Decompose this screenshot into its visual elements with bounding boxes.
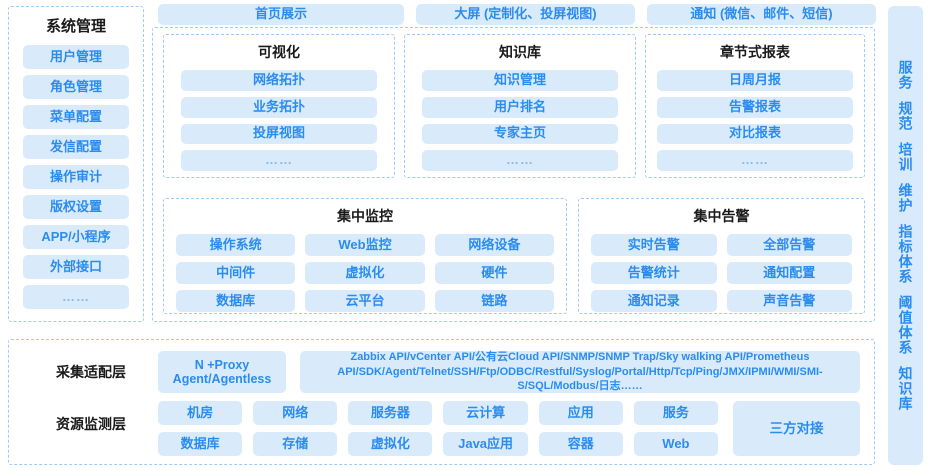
group-knowledge-base-title: 知识库 [499,44,541,60]
resource-item-web[interactable]: Web [633,432,718,456]
resource-item-cloud-computing[interactable]: 云计算 [443,401,528,425]
monitoring-item-hardware[interactable]: 硬件 [434,262,554,284]
monitoring-item-virtualization[interactable]: 虚拟化 [305,262,425,284]
resource-item-server[interactable]: 服务器 [348,401,433,425]
group-reports: 章节式报表 日周月报 告警报表 对比报表 …… [645,34,865,178]
group-central-alarm: 集中告警 实时告警 全部告警 告警统计 通知配置 通知记录 声音告警 [578,198,865,314]
resource-item-storage[interactable]: 存储 [253,432,338,456]
collection-proxy-agent-chip[interactable]: N +Proxy Agent/Agentless [158,351,286,393]
resource-item-network[interactable]: 网络 [253,401,338,425]
tab-notification[interactable]: 通知 (微信、邮件、短信) [647,4,876,25]
knowledge-item-expert-homepage[interactable]: 专家主页 [422,123,618,145]
top-tabs-row: 首页展示 大屏 (定制化、投屏视图) 通知 (微信、邮件、短信) [158,4,881,25]
group-central-alarm-title: 集中告警 [693,208,750,224]
monitoring-item-database[interactable]: 数据库 [176,290,296,312]
resource-item-service[interactable]: 服务 [633,401,718,425]
sidebar-item-user-management[interactable]: 用户管理 [23,45,129,69]
third-party-integration-chip[interactable]: 三方对接 [733,401,860,456]
alarm-item-notification-config[interactable]: 通知配置 [726,262,852,284]
group-reports-title: 章节式报表 [720,44,790,60]
monitoring-item-web-monitoring[interactable]: Web监控 [305,234,425,256]
tab-home-display[interactable]: 首页展示 [158,4,404,25]
sidebar-item-menu-config[interactable]: 菜单配置 [23,105,129,129]
alarm-item-notification-records[interactable]: 通知记录 [591,290,717,312]
right-bar-item-knowledge-base[interactable]: 知识库 [897,366,914,411]
sidebar-item-operation-audit[interactable]: 操作审计 [23,165,129,189]
sidebar-item-external-interface[interactable]: 外部接口 [23,255,129,279]
right-bar-item-metric-system[interactable]: 指标体系 [897,224,914,284]
reports-item-alarm-report[interactable]: 告警报表 [657,96,853,118]
alarm-item-sound-alarm[interactable]: 声音告警 [726,290,852,312]
knowledge-item-user-ranking[interactable]: 用户排名 [422,96,618,118]
sidebar-item-mail-config[interactable]: 发信配置 [23,135,129,159]
visualization-item-business-topology[interactable]: 业务拓扑 [181,96,377,118]
resource-item-data-center[interactable]: 机房 [158,401,243,425]
reports-item-daily-weekly-monthly[interactable]: 日周月报 [657,70,853,91]
group-visualization-title: 可视化 [258,44,300,60]
monitoring-item-middleware[interactable]: 中间件 [176,262,296,284]
right-vertical-bar: 服务 规范 培训 维护 指标体系 阈值体系 知识库 [888,6,923,465]
sidebar-item-more[interactable]: …… [23,285,129,309]
right-bar-item-maintenance[interactable]: 维护 [897,183,914,213]
resource-item-virtualization[interactable]: 虚拟化 [348,432,433,456]
group-visualization: 可视化 网络拓扑 业务拓扑 投屏视图 …… [163,34,395,178]
monitoring-item-link[interactable]: 链路 [434,290,554,312]
alarm-item-all-alarms[interactable]: 全部告警 [726,234,852,256]
resource-monitoring-grid: 机房 网络 服务器 云计算 应用 服务 数据库 存储 虚拟化 Java应用 容器… [158,401,718,459]
system-management-title: 系统管理 [45,18,106,35]
reports-item-more[interactable]: …… [657,150,853,171]
tab-large-screen[interactable]: 大屏 (定制化、投屏视图) [416,4,635,25]
resource-item-database[interactable]: 数据库 [158,432,243,456]
alarm-item-alarm-statistics[interactable]: 告警统计 [591,262,717,284]
reports-item-comparison-report[interactable]: 对比报表 [657,123,853,145]
resource-item-java-application[interactable]: Java应用 [443,432,528,456]
right-bar-item-training[interactable]: 培训 [897,142,914,172]
visualization-item-more[interactable]: …… [181,150,377,171]
right-bar-item-standard[interactable]: 规范 [897,101,914,131]
sidebar-item-app-miniprogram[interactable]: APP/小程序 [23,225,129,249]
right-bar-item-threshold-system[interactable]: 阈值体系 [897,295,914,355]
sidebar-item-role-management[interactable]: 角色管理 [23,75,129,99]
resource-item-application[interactable]: 应用 [538,401,623,425]
main-application-container [152,27,875,322]
knowledge-item-knowledge-management[interactable]: 知识管理 [422,70,618,91]
resource-layer-label: 资源监测层 [56,416,126,432]
central-alarm-grid: 实时告警 全部告警 告警统计 通知配置 通知记录 声音告警 [579,234,864,312]
central-monitoring-grid: 操作系统 Web监控 网络设备 中间件 虚拟化 硬件 数据库 云平台 链路 [164,234,566,312]
visualization-item-network-topology[interactable]: 网络拓扑 [181,70,377,91]
visualization-item-screen-view[interactable]: 投屏视图 [181,123,377,145]
monitoring-item-cloud-platform[interactable]: 云平台 [305,290,425,312]
data-collection-section [8,339,875,465]
monitoring-item-operating-system[interactable]: 操作系统 [176,234,296,256]
right-bar-item-service[interactable]: 服务 [897,60,914,90]
collection-layer-label: 采集适配层 [56,364,126,380]
alarm-item-realtime-alarm[interactable]: 实时告警 [591,234,717,256]
knowledge-item-more[interactable]: …… [422,150,618,171]
group-knowledge-base: 知识库 知识管理 用户排名 专家主页 …… [404,34,636,178]
system-management-panel: 系统管理 用户管理 角色管理 菜单配置 发信配置 操作审计 版权设置 APP/小… [8,6,144,322]
group-central-monitoring-title: 集中监控 [337,208,393,224]
monitoring-item-network-device[interactable]: 网络设备 [434,234,554,256]
group-central-monitoring: 集中监控 操作系统 Web监控 网络设备 中间件 虚拟化 硬件 数据库 云平台 … [163,198,567,314]
resource-item-container[interactable]: 容器 [538,432,623,456]
collection-protocols-chip[interactable]: Zabbix API/vCenter API/公有云Cloud API/SNMP… [300,351,860,393]
sidebar-item-copyright-settings[interactable]: 版权设置 [23,195,129,219]
